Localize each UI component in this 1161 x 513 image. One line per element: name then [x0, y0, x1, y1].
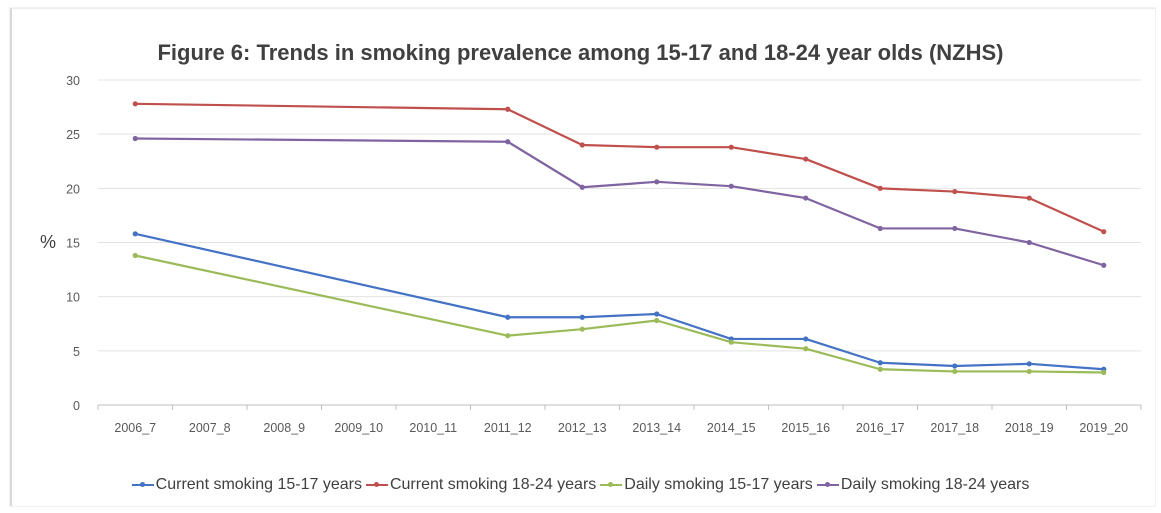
series-lines [132, 101, 1107, 376]
x-tick-label: 2014_15 [707, 421, 756, 435]
x-tick-label: 2011_12 [484, 421, 532, 435]
series-line [135, 254, 1104, 374]
data-point [803, 195, 809, 201]
data-point [952, 368, 958, 375]
data-point [505, 106, 511, 112]
legend-label: Current smoking 15-17 years [155, 476, 362, 493]
data-point [803, 346, 809, 352]
y-tick-label: 5 [73, 345, 80, 359]
series-1 [132, 231, 1107, 372]
data-point [728, 339, 734, 345]
data-point [728, 144, 734, 150]
data-point [952, 188, 958, 195]
y-tick-labels: 0 5 10 15 20 25 30 [66, 74, 80, 413]
data-point [654, 311, 660, 317]
data-point [132, 252, 138, 259]
series-line [135, 232, 1104, 371]
y-tick-label: 10 [66, 291, 80, 305]
x-tick-label: 2013_14 [632, 421, 681, 435]
data-point [132, 135, 138, 142]
data-point [1026, 368, 1032, 375]
series-2 [132, 101, 1107, 235]
series-line [135, 102, 1105, 233]
legend-swatch [600, 480, 623, 490]
x-tick-label: 2012_13 [558, 421, 607, 435]
y-axis-label: % [40, 232, 57, 252]
chart-frame [10, 8, 1155, 506]
x-axis: 2006_7 2007_8 2008_9 2009_10 2010_11 2011_12 2… [97, 404, 1142, 435]
legend-item: Current smoking 18-24 years [365, 476, 597, 494]
data-point [579, 314, 585, 320]
legend-swatch [365, 480, 388, 490]
gridlines [98, 79, 1141, 352]
legend-label: Daily smoking 18-24 years [840, 476, 1030, 493]
data-point [1101, 262, 1107, 268]
data-point [877, 185, 883, 191]
data-point [505, 139, 511, 145]
legend-label: Current smoking 18-24 years [389, 476, 597, 493]
x-tick-label: 2009_10 [334, 421, 383, 435]
legend: Current smoking 15-17 years Current smoki… [0, 476, 1161, 494]
series-line [135, 137, 1105, 267]
data-point [1101, 369, 1107, 376]
y-tick-label: 25 [66, 128, 80, 142]
data-point [132, 231, 138, 237]
legend-swatch [816, 480, 839, 490]
x-tick-label: 2010_11 [409, 421, 457, 435]
data-point [579, 142, 585, 148]
data-point [877, 225, 883, 232]
x-tick-label: 2007_8 [189, 421, 231, 435]
x-tick-label: 2008_9 [263, 421, 305, 435]
y-tick-label: 0 [73, 399, 80, 413]
data-point [654, 144, 660, 150]
data-point [952, 225, 958, 232]
data-point [505, 314, 511, 320]
data-point [877, 366, 883, 372]
chart-title: Figure 6: Trends in smoking prevalence a… [157, 40, 1004, 65]
data-point [654, 179, 660, 185]
x-tick-label: 2015_16 [781, 421, 830, 435]
data-point [803, 156, 809, 162]
legend-swatch [131, 480, 154, 490]
data-point [1026, 239, 1032, 246]
legend-item: Current smoking 15-17 years [131, 476, 362, 494]
data-point [654, 317, 660, 324]
series-4 [132, 135, 1107, 268]
y-tick-label: 15 [66, 237, 80, 251]
x-tick-label: 2019_20 [1079, 421, 1128, 435]
legend-item: Daily smoking 15-17 years [600, 476, 813, 494]
data-point [132, 101, 138, 107]
y-tick-label: 30 [66, 74, 80, 88]
y-tick-label: 20 [66, 182, 80, 196]
data-point [728, 183, 734, 189]
x-tick-label: 2006_7 [114, 421, 156, 435]
data-point [877, 360, 883, 366]
x-tick-label: 2017_18 [930, 421, 979, 435]
x-tick-label: 2018_19 [1005, 421, 1054, 435]
series-3 [132, 252, 1107, 376]
data-point [803, 336, 809, 342]
x-tick-label: 2016_17 [856, 421, 905, 435]
data-point [952, 363, 958, 369]
data-point [1101, 229, 1107, 235]
legend-item: Daily smoking 18-24 years [816, 476, 1030, 494]
legend-label: Daily smoking 15-17 years [624, 476, 813, 493]
data-point [1026, 361, 1032, 367]
data-point [1026, 195, 1032, 201]
data-point [579, 326, 585, 332]
data-point [579, 184, 585, 190]
data-point [505, 333, 511, 339]
